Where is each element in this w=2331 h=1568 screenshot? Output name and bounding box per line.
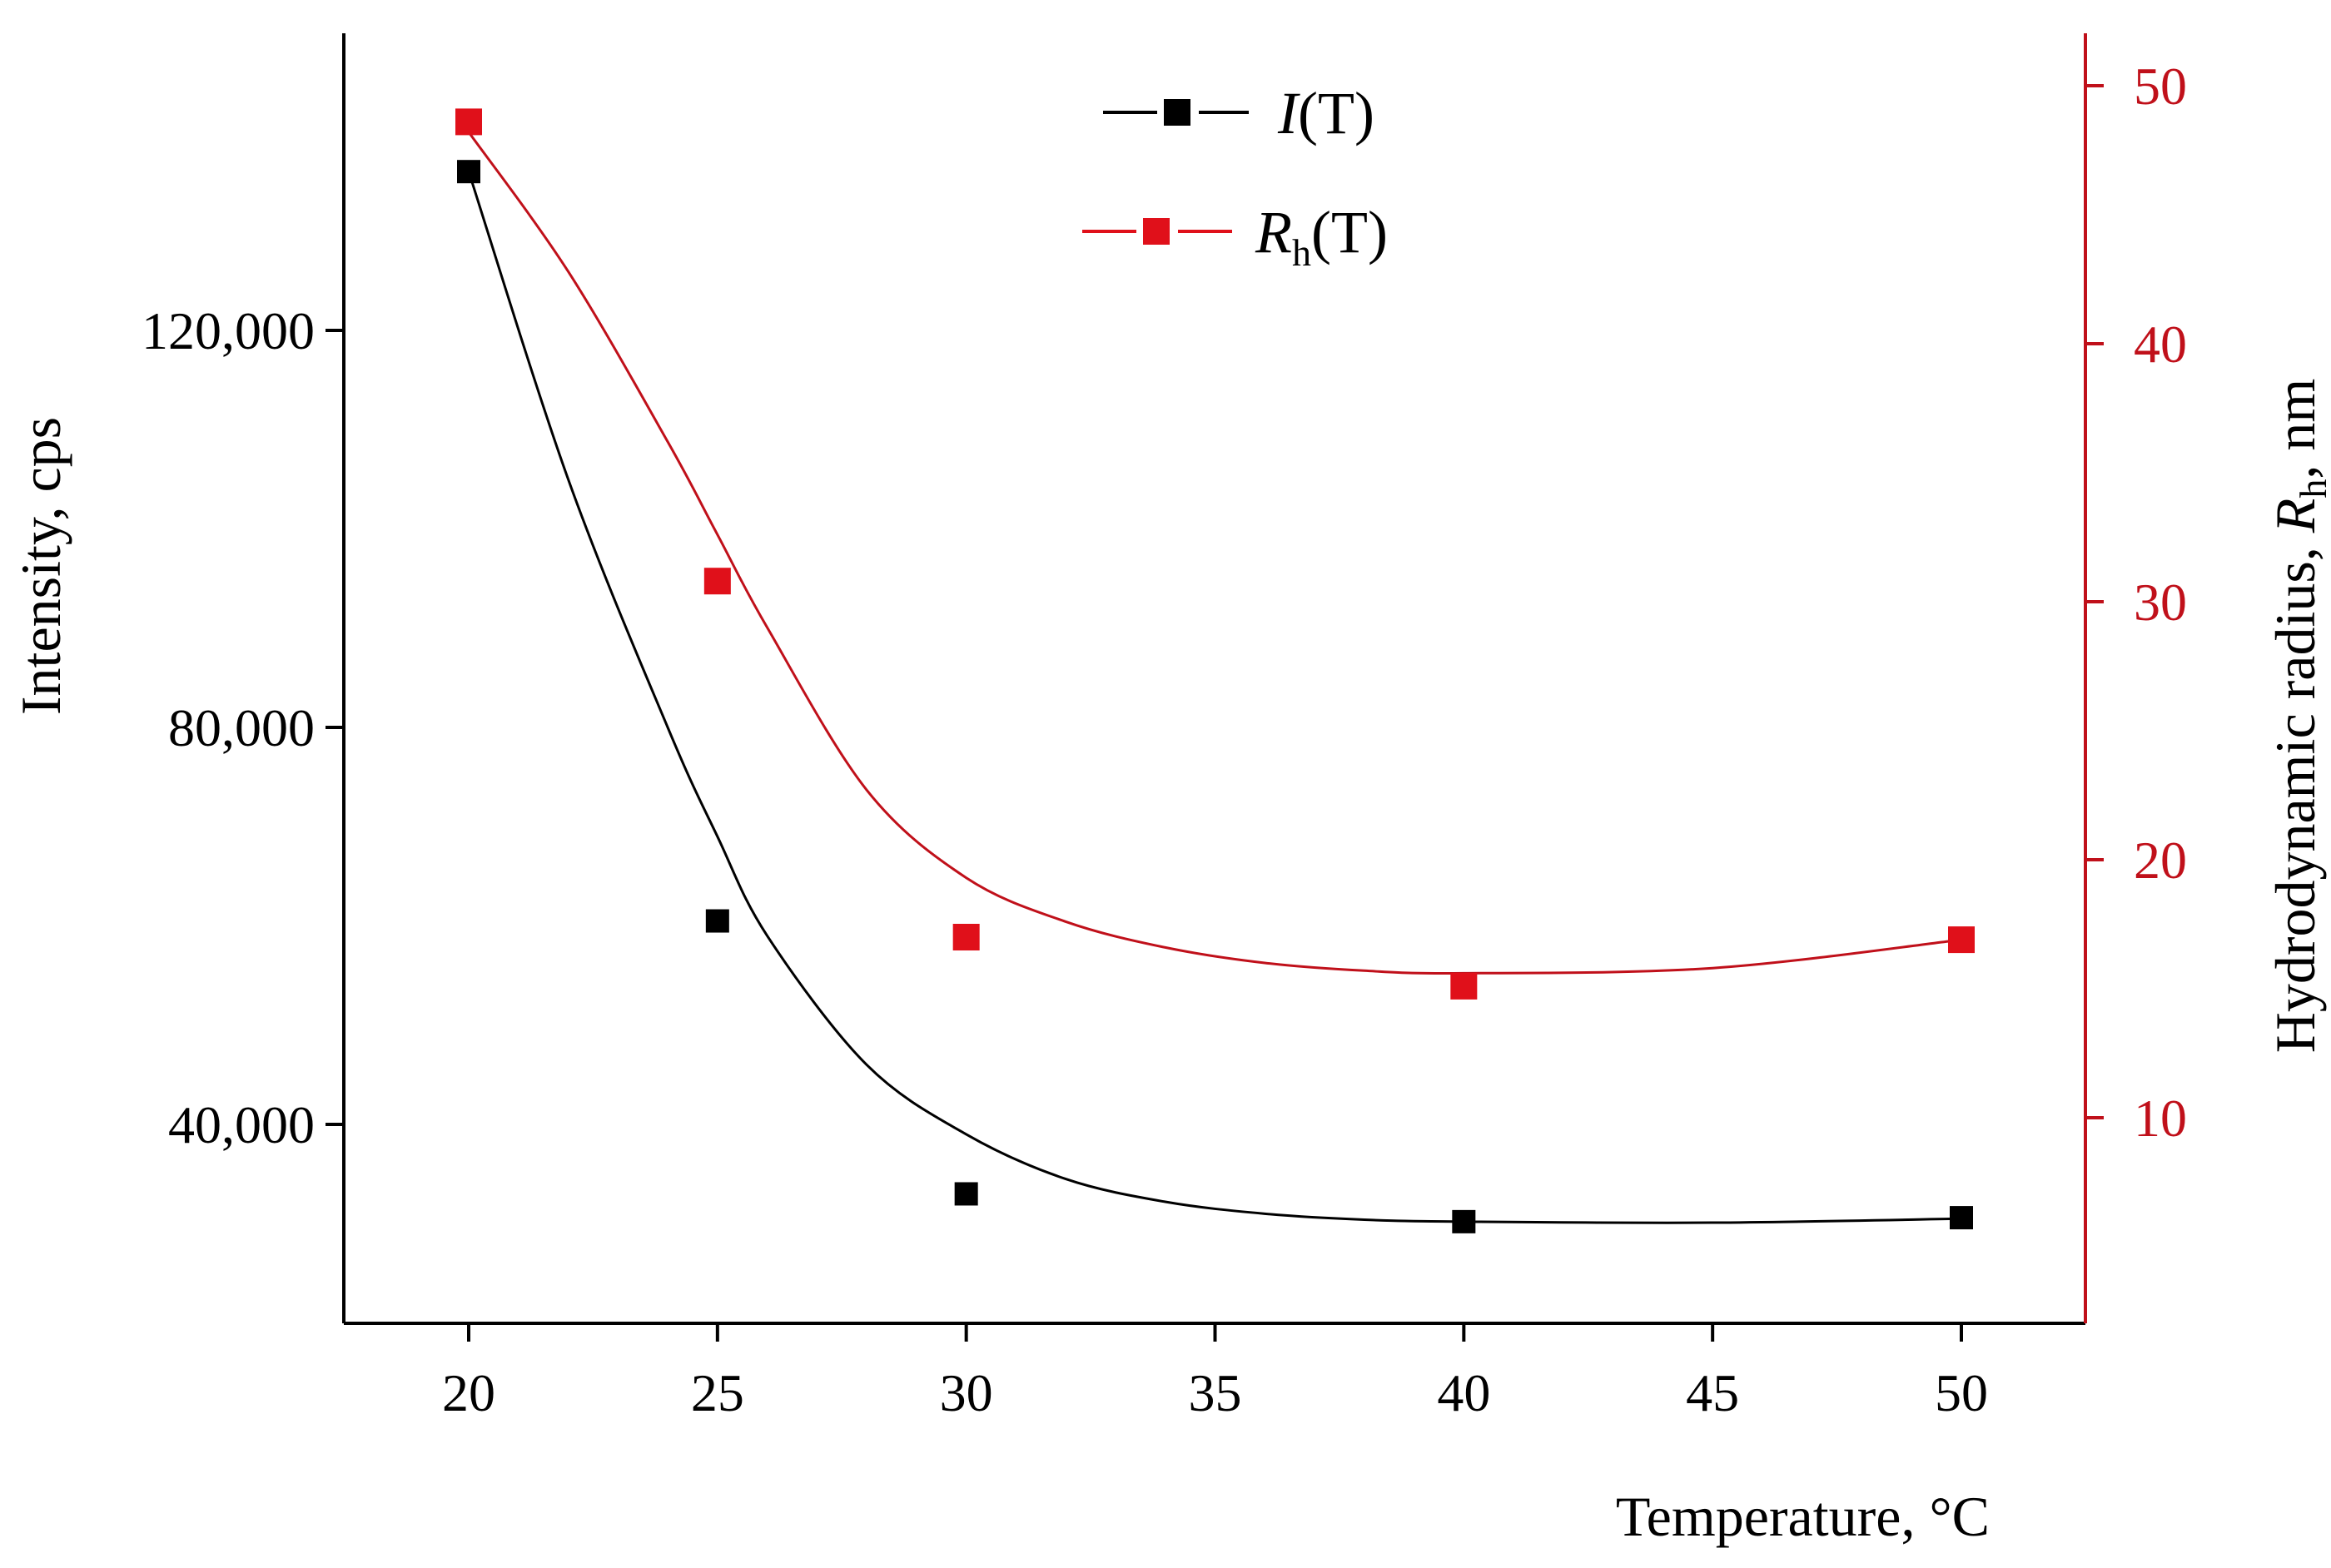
- data-point-radius: [952, 924, 980, 950]
- legend-label-intensity-main: I: [1277, 80, 1300, 146]
- data-point-intensity: [457, 160, 480, 184]
- data-point-intensity: [1452, 1209, 1476, 1233]
- x-tick-label: 50: [1935, 1363, 1988, 1422]
- y-left-tick-label: 40,000: [168, 1095, 315, 1154]
- right-y-axis-title-symbol: R: [2264, 499, 2327, 534]
- data-point-intensity: [705, 909, 729, 933]
- data-point-intensity: [1950, 1206, 1973, 1230]
- legend-label-radius-main: R: [1255, 199, 1292, 265]
- legend-label-radius-arg: (T): [1311, 199, 1388, 265]
- legend-label-radius-sub: h: [1292, 231, 1311, 274]
- y-left-tick-label: 120,000: [142, 301, 315, 360]
- x-tick-label: 45: [1686, 1363, 1739, 1422]
- fit-curve-radius: [467, 131, 1962, 975]
- right-y-axis-title-subscript: h: [2292, 479, 2331, 499]
- legend-marker-intensity: [1164, 99, 1190, 126]
- y-right-tick-label: 40: [2134, 315, 2187, 374]
- legend-marker-radius: [1143, 218, 1170, 245]
- legend-entry-intensity: I(T): [1103, 80, 1374, 146]
- right-y-axis-title-suffix: , nm: [2264, 379, 2327, 479]
- y-left-ticks: 40,000 80,000 120,000: [142, 301, 344, 1154]
- right-y-axis-title-prefix: Hydrodynamic radius,: [2264, 533, 2327, 1053]
- legend-label-intensity: I(T): [1277, 80, 1374, 146]
- y-right-ticks: 10 20 30 40 50: [2085, 57, 2187, 1148]
- x-tick-label: 25: [691, 1363, 744, 1422]
- x-tick-label: 35: [1189, 1363, 1242, 1422]
- y-right-tick-label: 50: [2134, 57, 2187, 116]
- data-point-radius: [703, 568, 731, 595]
- y-right-tick-label: 20: [2134, 831, 2187, 890]
- y-left-tick-label: 80,000: [168, 698, 315, 757]
- data-point-radius: [1948, 926, 1975, 954]
- x-ticks: 20 25 30 35 40 45 50: [442, 1323, 1988, 1422]
- fit-curve-intensity: [467, 171, 1962, 1224]
- data-point-radius: [455, 108, 482, 136]
- data-markers: [455, 108, 1975, 1233]
- legend: I(T) Rh(T): [1082, 80, 1388, 274]
- y-right-tick-label: 30: [2134, 573, 2187, 632]
- left-y-axis-title: Intensity, cps: [9, 417, 72, 715]
- legend-label-intensity-arg: (T): [1298, 80, 1374, 146]
- legend-label-radius: Rh(T): [1255, 199, 1388, 274]
- fit-curves: [467, 131, 1962, 1224]
- legend-entry-radius: Rh(T): [1082, 199, 1388, 274]
- data-point-intensity: [954, 1182, 978, 1206]
- x-tick-label: 30: [940, 1363, 993, 1422]
- x-tick-label: 20: [442, 1363, 495, 1422]
- right-y-axis-title: Hydrodynamic radius, Rh, nm: [2264, 379, 2331, 1054]
- x-tick-label: 40: [1437, 1363, 1490, 1422]
- x-axis-title: Temperature, °C: [1616, 1485, 1990, 1548]
- data-point-radius: [1450, 972, 1478, 1000]
- y-right-tick-label: 10: [2134, 1089, 2187, 1148]
